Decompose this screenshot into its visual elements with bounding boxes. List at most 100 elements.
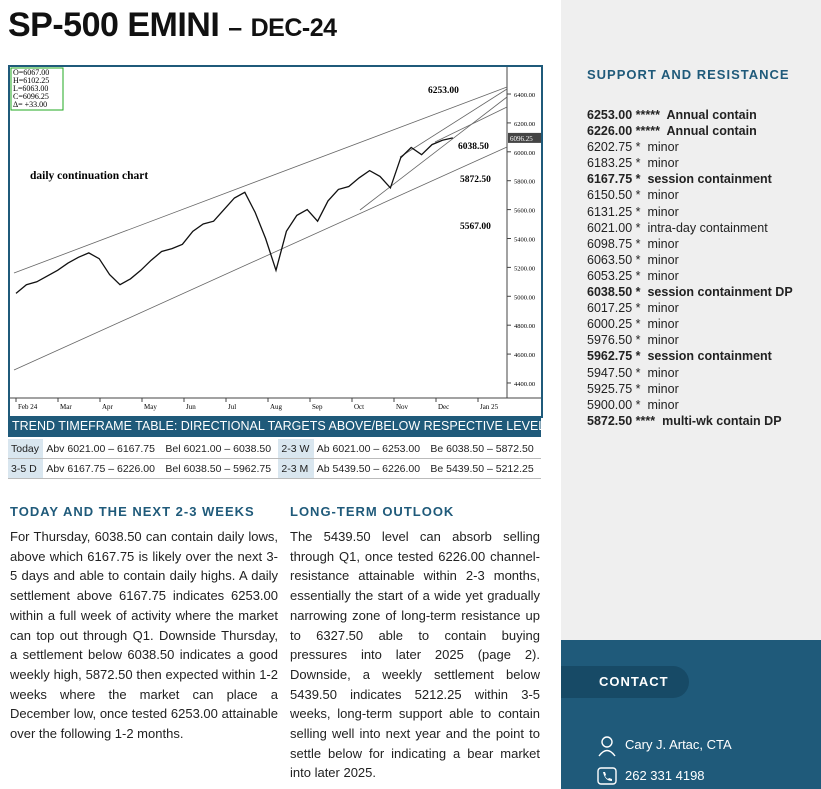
level-price: 6021.00 *: [587, 220, 641, 235]
table-cell: Be 5439.50 – 5212.25: [427, 458, 541, 479]
level-note: minor: [647, 365, 679, 380]
x-tick-label: Dec: [438, 403, 449, 411]
level-row: 6167.75 * session containment: [587, 171, 793, 187]
table-cell: 2-3 W: [278, 439, 314, 459]
ohlc-text: Δ= +33.00: [13, 100, 47, 109]
level-price: 6202.75 *: [587, 140, 641, 155]
y-tick-label: 6200.00: [514, 121, 535, 128]
table-cell: Abv 6021.00 – 6167.75: [43, 439, 163, 459]
level-price: 6131.25 *: [587, 204, 641, 219]
title-dash: –: [228, 14, 242, 42]
annotation: 6253.00: [428, 86, 459, 96]
level-row: 6000.25 * minor: [587, 316, 793, 332]
level-note: minor: [647, 301, 679, 316]
level-row: 6202.75 * minor: [587, 139, 793, 155]
x-tick-label: Nov: [396, 403, 409, 411]
contact-name: Cary J. Artac, CTA: [625, 737, 732, 752]
y-tick-label: 5600.00: [514, 208, 535, 215]
ohlc-text: C=6096.25: [13, 92, 49, 101]
table-cell: Abv 6167.75 – 6226.00: [43, 458, 163, 479]
chart-caption: daily continuation chart: [30, 170, 148, 182]
ohlc-text: H=6102.25: [13, 76, 49, 85]
level-note: minor: [647, 317, 679, 332]
level-price: 6063.50 *: [587, 252, 641, 267]
ohlc-box: [10, 67, 64, 111]
channel-upper: [13, 86, 508, 274]
table-cell: 2-3 M: [278, 458, 314, 479]
annotation: 5567.00: [460, 222, 491, 232]
level-row: 6253.00 ***** Annual contain: [587, 107, 793, 123]
table-cell: Be 6038.50 – 5872.50: [427, 439, 541, 459]
table-cell: Ab 5439.50 – 6226.00: [313, 458, 428, 479]
x-tick-label: Oct: [354, 403, 364, 411]
price-line: [15, 137, 453, 294]
y-tick-label: 6000.00: [514, 150, 535, 157]
level-row: 5900.00 * minor: [587, 397, 793, 413]
x-tick-label: Mar: [60, 403, 72, 411]
level-row: 6038.50 * session containment DP: [587, 284, 793, 300]
level-row: 5976.50 * minor: [587, 332, 793, 348]
level-note: minor: [647, 333, 679, 348]
title-sub: DEC-24: [250, 14, 337, 42]
level-row: 6131.25 * minor: [587, 204, 793, 220]
level-price: 5962.75 *: [587, 349, 641, 364]
x-tick-label: Feb 24: [18, 403, 38, 411]
level-row: 6150.50 * minor: [587, 187, 793, 203]
level-price: 6226.00 *****: [587, 124, 660, 139]
level-row: 5872.50 **** multi-wk contain DP: [587, 413, 793, 429]
level-note: minor: [647, 381, 679, 396]
level-note: minor: [647, 188, 679, 203]
level-price: 6000.25 *: [587, 317, 641, 332]
level-price: 6038.50 *: [587, 285, 641, 300]
trend-table: Today Abv 6021.00 – 6167.75 Bel 6021.00 – …: [8, 439, 541, 479]
level-note: session containment: [647, 172, 772, 187]
table-title: TREND TIMEFRAME TABLE: DIRECTIONAL TARGE…: [8, 416, 554, 437]
level-price: 5925.75 *: [587, 381, 641, 396]
channel-lower: [13, 146, 508, 371]
level-row: 6017.25 * minor: [587, 300, 793, 316]
table-row: 3-5 D Abv 6167.75 – 6226.00 Bel 6038.50 – …: [8, 458, 541, 479]
sidebar-heading: SUPPORT AND RESISTANCE: [587, 67, 790, 82]
level-row: 5962.75 * session containment: [587, 348, 793, 364]
y-tick-label: 5800.00: [514, 179, 535, 186]
y-tick-label: 4600.00: [514, 352, 535, 359]
level-note: minor: [647, 236, 679, 251]
section-text: For Thursday, 6038.50 can contain daily …: [10, 529, 278, 742]
section-heading: LONG-TERM OUTLOOK: [290, 504, 455, 519]
phone-icon: [597, 767, 617, 785]
channel-inner-upper: [399, 88, 508, 158]
level-note: Annual contain: [666, 108, 757, 122]
level-price: 5947.50 *: [587, 365, 641, 380]
level-price: 5872.50 ****: [587, 413, 656, 428]
level-price: 6017.25 *: [587, 301, 641, 316]
level-price: 6098.75 *: [587, 236, 641, 251]
x-tick-label: Jul: [228, 403, 236, 411]
level-note: minor: [647, 268, 679, 283]
channel-mid: [434, 106, 508, 143]
level-note: intra-day containment: [647, 220, 768, 235]
table-cell: 3-5 D: [8, 458, 44, 479]
y-tick-label: 5200.00: [514, 265, 535, 272]
table-cell: Ab 6021.00 – 6253.00: [313, 439, 428, 459]
table-cell: Bel 6038.50 – 5962.75: [162, 458, 279, 479]
ohlc-text: O=6067.00: [13, 68, 49, 77]
section-heading: TODAY AND THE NEXT 2-3 WEEKS: [10, 504, 255, 519]
level-price: 6253.00 *****: [587, 108, 660, 122]
level-note: minor: [647, 156, 679, 171]
y-tick-label: 4800.00: [514, 323, 535, 330]
y-tick-label: 6400.00: [514, 92, 535, 99]
price-chart: daily continuation chart 6253.00 6038.50…: [10, 67, 541, 411]
x-tick-label: Aug: [270, 403, 283, 411]
levels-list: 6253.00 ***** Annual contain 6226.00 ****…: [587, 107, 793, 429]
annotation: 6038.50: [458, 142, 489, 152]
level-note: Annual contain: [666, 124, 757, 139]
annotation: 5872.50: [460, 175, 491, 185]
table-cell: Today: [8, 439, 44, 459]
level-row: 5925.75 * minor: [587, 381, 793, 397]
level-row: 6021.00 * intra-day containment: [587, 220, 793, 236]
level-row: 6098.75 * minor: [587, 236, 793, 252]
channel-inner-lower: [359, 96, 508, 211]
x-tick-label: Sep: [312, 403, 323, 411]
level-note: session containment: [647, 349, 772, 364]
